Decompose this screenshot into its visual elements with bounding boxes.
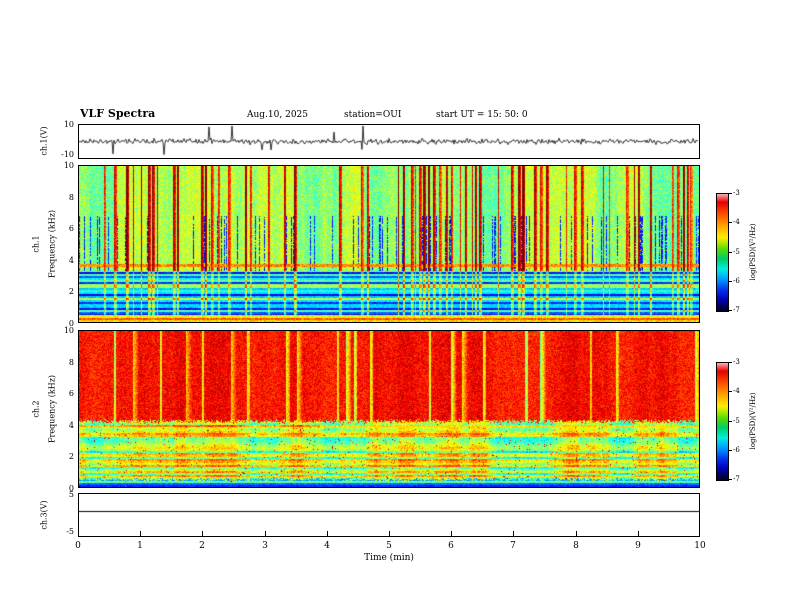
x-tick xyxy=(327,531,328,536)
page-title: VLF Spectra xyxy=(80,107,156,120)
ch3v-ymin-label: -5 xyxy=(66,527,74,536)
colorbar-gradient xyxy=(717,363,728,480)
colorbar-ch1 xyxy=(716,193,729,312)
ch2-frequency-axis-label: Frequency (kHz) xyxy=(47,374,57,444)
freq-tick-label: 6 xyxy=(68,389,74,398)
ch3v-ymax-label: 5 xyxy=(68,490,74,499)
ch1-name-label: ch.1 xyxy=(31,235,41,253)
colorbar-tick xyxy=(729,252,732,253)
colorbar-gradient xyxy=(717,194,728,311)
x-tick-label: 10 xyxy=(694,541,706,551)
freq-tick-label: 6 xyxy=(68,224,74,233)
x-tick xyxy=(699,531,700,536)
x-tick-label: 3 xyxy=(262,541,268,551)
freq-tick-label: 4 xyxy=(68,256,74,265)
colorbar-axis-label: log(PSD)(V²/Hz) xyxy=(749,223,757,281)
colorbar-tick-label: -4 xyxy=(733,387,740,395)
ch1-waveform-panel xyxy=(78,124,700,159)
x-tick-label: 6 xyxy=(448,541,454,551)
colorbar-tick-label: -7 xyxy=(733,475,740,483)
freq-tick-label: 10 xyxy=(63,161,74,170)
x-tick xyxy=(389,531,390,536)
x-tick xyxy=(202,531,203,536)
ch1v-axis-label: ch.1(V) xyxy=(39,126,49,156)
ch3-panel xyxy=(78,493,700,537)
colorbar-tick xyxy=(729,193,732,194)
colorbar-ch2 xyxy=(716,362,729,481)
x-tick xyxy=(140,531,141,536)
colorbar-tick-label: -6 xyxy=(733,446,740,454)
freq-tick-label: 0 xyxy=(68,319,74,328)
colorbar-tick xyxy=(729,362,732,363)
x-tick-label: 4 xyxy=(324,541,330,551)
x-tick xyxy=(265,531,266,536)
colorbar-tick xyxy=(729,281,732,282)
ch3v-axis-label: ch.3(V) xyxy=(39,500,49,530)
colorbar-tick xyxy=(729,391,732,392)
x-tick-label: 0 xyxy=(75,541,81,551)
station-label: station=OUI xyxy=(344,110,402,120)
colorbar-tick xyxy=(729,310,732,311)
ch1-frequency-axis-label: Frequency (kHz) xyxy=(47,209,57,279)
ch2-spectrogram-canvas xyxy=(79,331,699,487)
colorbar-tick-label: -5 xyxy=(733,417,740,425)
x-tick-label: 8 xyxy=(573,541,579,551)
freq-tick-label: 2 xyxy=(68,287,74,296)
colorbar-tick-label: -3 xyxy=(733,189,740,197)
x-tick-label: 2 xyxy=(199,541,205,551)
freq-tick-label: 8 xyxy=(68,193,74,202)
ch1-waveform-canvas xyxy=(79,125,699,158)
colorbar-tick-label: -7 xyxy=(733,306,740,314)
ch1-spectrogram-panel xyxy=(78,165,700,323)
ch1v-ymin-label: -10 xyxy=(61,150,74,159)
x-tick-label: 1 xyxy=(137,541,143,551)
freq-tick-label: 0 xyxy=(68,484,74,493)
x-tick xyxy=(451,531,452,536)
ch1v-ymax-label: 10 xyxy=(63,120,74,129)
start-ut-label: start UT = 15: 50: 0 xyxy=(436,110,528,120)
freq-tick-label: 2 xyxy=(68,452,74,461)
ch2-spectrogram-panel xyxy=(78,330,700,488)
ch2-name-label: ch.2 xyxy=(31,400,41,418)
x-tick xyxy=(576,531,577,536)
date-label: Aug.10, 2025 xyxy=(247,110,308,120)
freq-tick-label: 8 xyxy=(68,358,74,367)
x-tick xyxy=(638,531,639,536)
ch1-spectrogram-canvas xyxy=(79,166,699,322)
colorbar-tick-label: -5 xyxy=(733,248,740,256)
colorbar-tick xyxy=(729,450,732,451)
colorbar-tick xyxy=(729,421,732,422)
x-tick-label: 7 xyxy=(510,541,516,551)
ch3-line-canvas xyxy=(79,494,699,536)
x-tick-label: 5 xyxy=(386,541,392,551)
x-tick xyxy=(513,531,514,536)
colorbar-tick xyxy=(729,479,732,480)
colorbar-tick-label: -4 xyxy=(733,218,740,226)
colorbar-tick xyxy=(729,222,732,223)
time-axis-label: Time (min) xyxy=(364,553,414,563)
x-tick-label: 9 xyxy=(635,541,641,551)
freq-tick-label: 4 xyxy=(68,421,74,430)
colorbar-tick-label: -6 xyxy=(733,277,740,285)
x-tick xyxy=(78,531,79,536)
colorbar-axis-label: log(PSD)(V²/Hz) xyxy=(749,392,757,450)
freq-tick-label: 10 xyxy=(63,326,74,335)
colorbar-tick-label: -3 xyxy=(733,358,740,366)
